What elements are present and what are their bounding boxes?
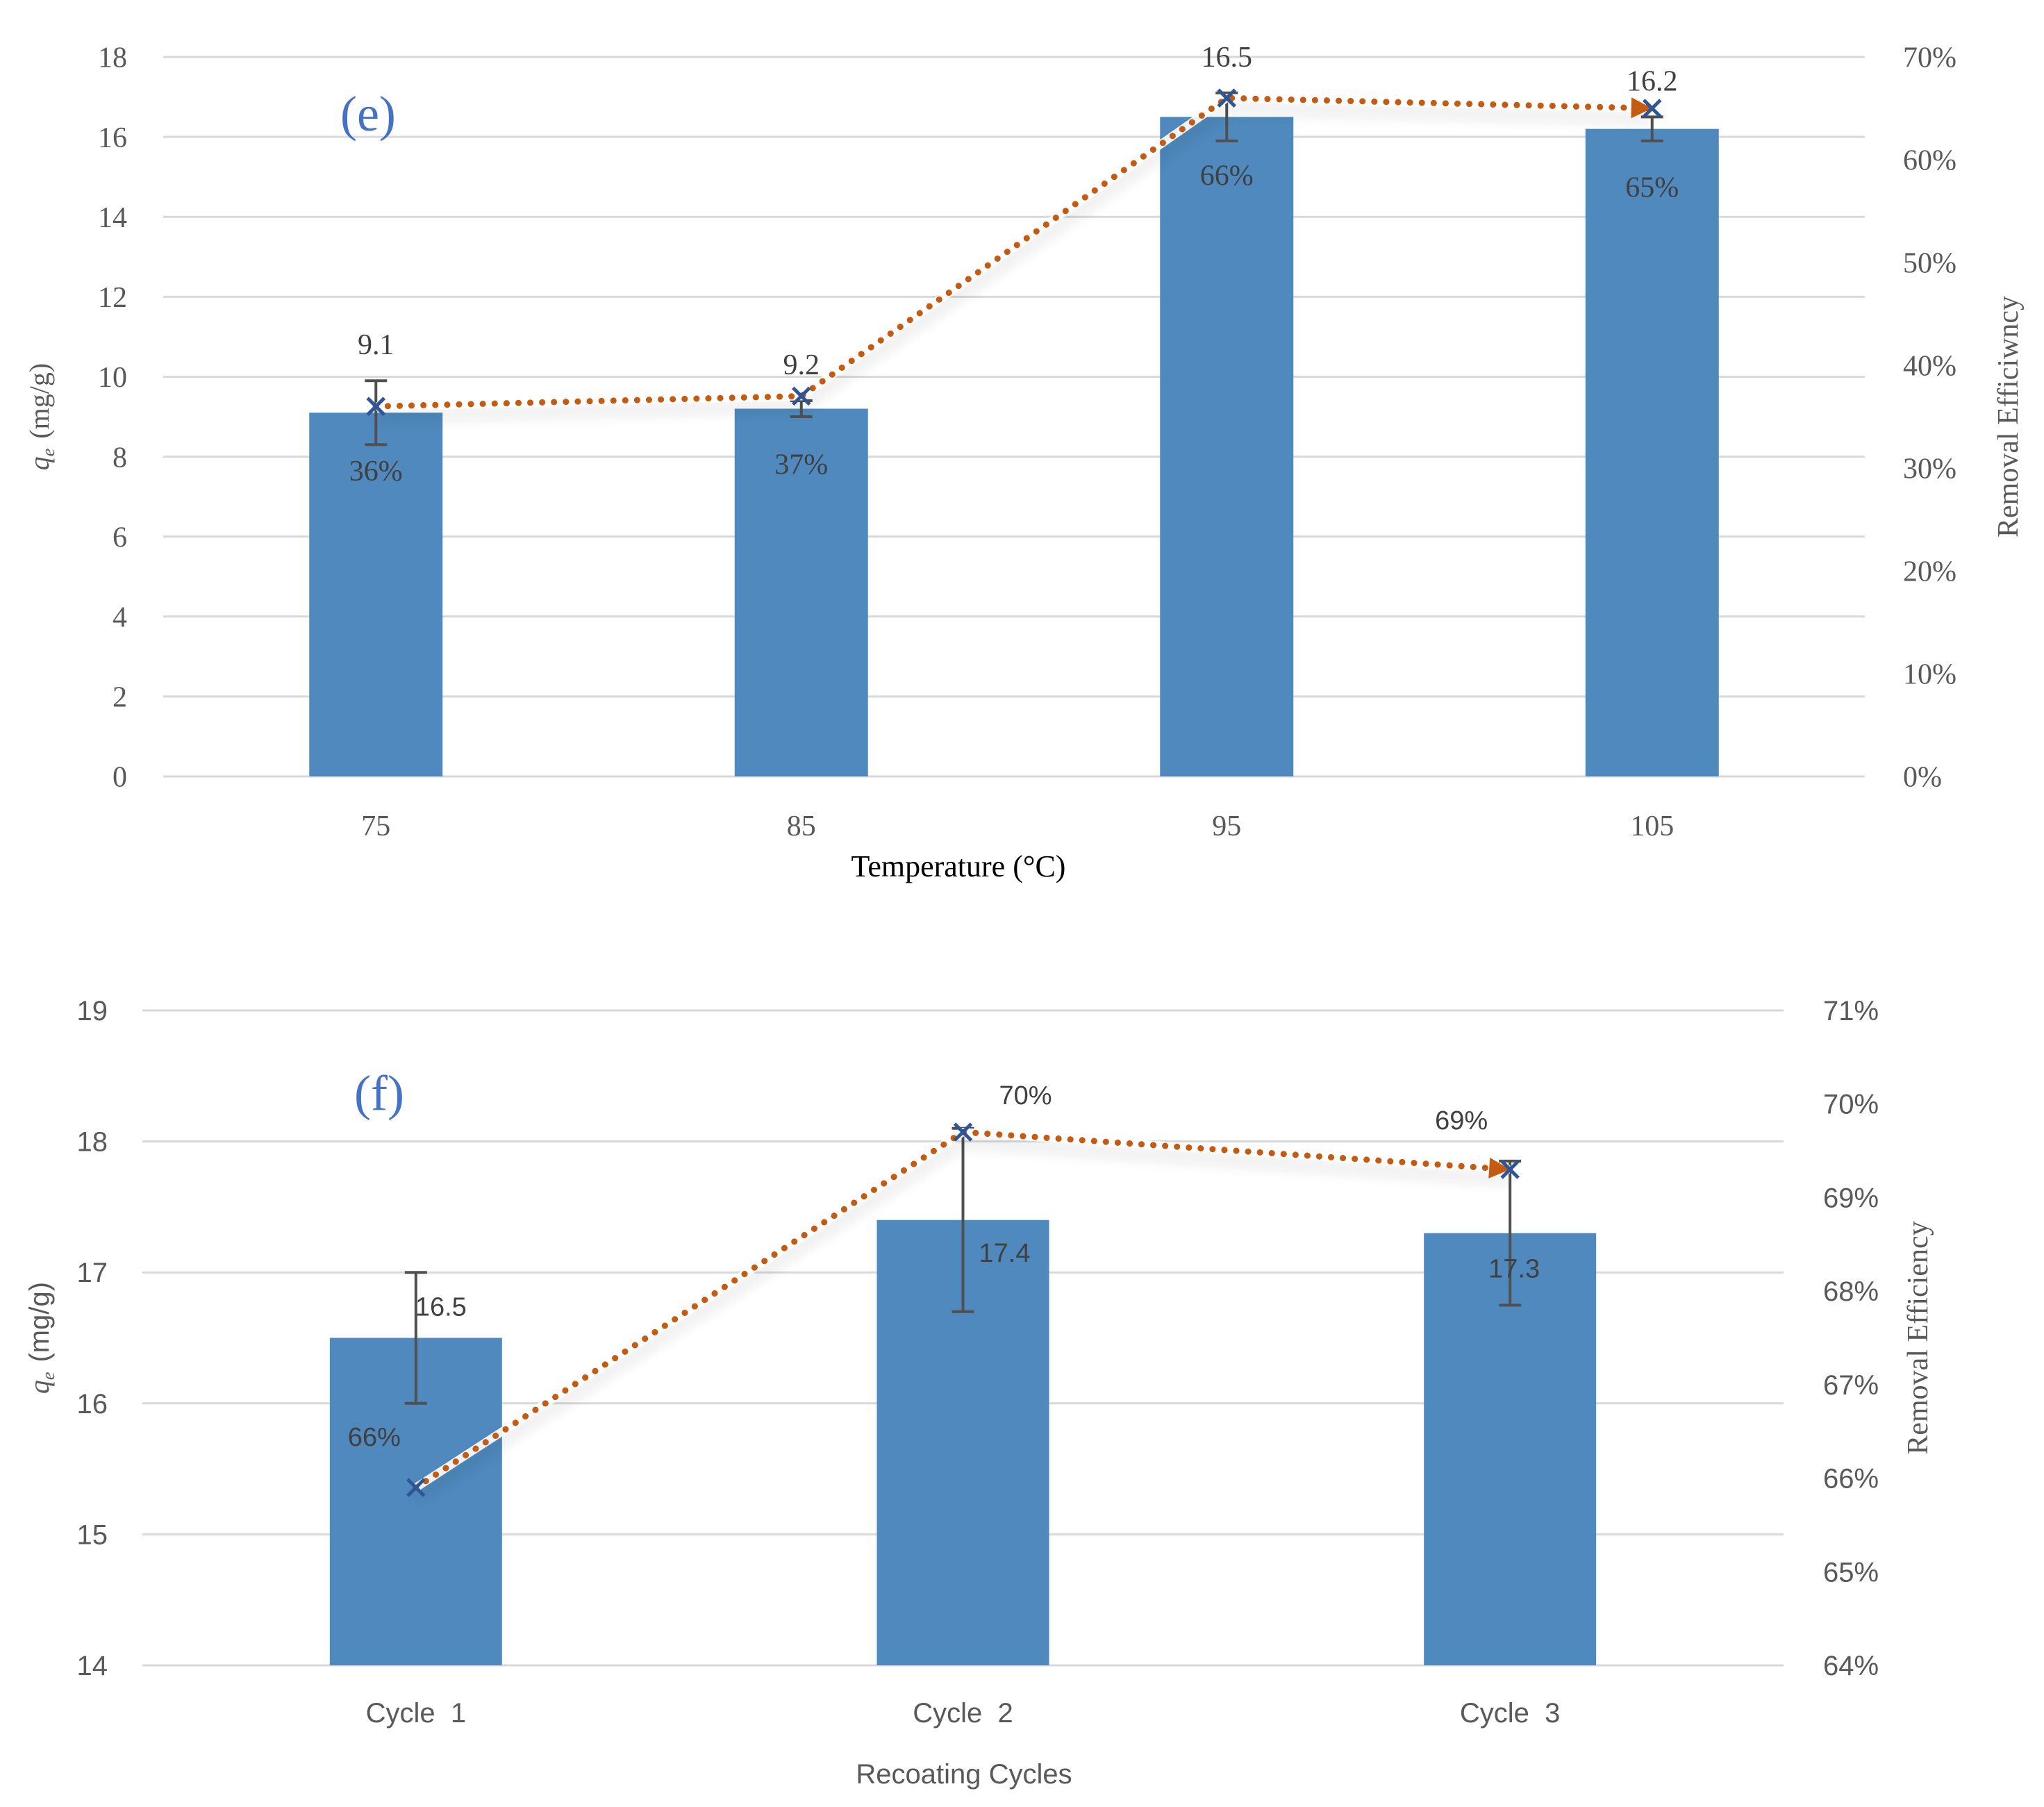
- series-arrowhead: [1631, 97, 1652, 119]
- x-axis-title: Temperature (°C): [851, 849, 1066, 883]
- chart-e: 0 2 4 6 8 10 12 14 16 18 0% 10% 20% 30% 40% 50% 60% 70% 9.…: [24, 42, 2025, 883]
- y-axis-title-unit: (mg/g): [24, 1282, 55, 1363]
- bar-value-label: 17.3: [1488, 1255, 1540, 1284]
- y-tick-label: 10: [98, 362, 127, 394]
- y-tick-label: 12: [98, 282, 127, 314]
- series-arrowhead: [1488, 1158, 1511, 1179]
- bar-value-label: 16.2: [1627, 65, 1678, 97]
- x-tick-label: Cycle 3: [1460, 1698, 1561, 1729]
- y-tick-label: 19: [77, 996, 108, 1026]
- y-tick-label: 2: [113, 682, 127, 714]
- x-tick-label: 105: [1630, 810, 1674, 842]
- x-axis-title: Recoating Cycles: [856, 1759, 1072, 1790]
- y2-tick-label: 68%: [1823, 1276, 1879, 1307]
- y2-tick-label: 0%: [1903, 762, 1942, 794]
- y2-tick-label: 67%: [1823, 1370, 1879, 1401]
- x-tick-label: Cycle 1: [366, 1698, 467, 1729]
- series-marker: [791, 386, 811, 406]
- y2-tick-label: 66%: [1823, 1464, 1879, 1494]
- y-tick-label: 14: [77, 1651, 108, 1681]
- line-value-label: 66%: [348, 1423, 401, 1452]
- y-tick-label: 15: [77, 1519, 108, 1550]
- series-line: [372, 94, 1656, 410]
- y2-tick-label: 64%: [1823, 1651, 1879, 1681]
- series-line-shadow: [376, 94, 1652, 411]
- series-marker: [1217, 88, 1237, 108]
- y2-tick-label: 30%: [1903, 453, 1956, 485]
- y-axis-title-q: q: [24, 456, 55, 470]
- y2-axis-title: Removal Efficiency: [1902, 1221, 1934, 1454]
- y2-tick-label: 71%: [1823, 996, 1879, 1026]
- series-marker: [953, 1122, 973, 1142]
- line-value-label: 37%: [774, 449, 828, 481]
- y-axis-title-unit: (mg/g): [24, 363, 55, 439]
- y-axis-title-q: q: [24, 1380, 55, 1394]
- y-tick-label: 14: [98, 202, 127, 234]
- bar: [309, 413, 443, 776]
- y2-tick-label: 70%: [1823, 1090, 1879, 1120]
- y-tick-label: 18: [98, 42, 127, 74]
- y2-tick-label: 65%: [1823, 1557, 1879, 1588]
- bar: [1585, 128, 1719, 777]
- bar-value-label: 9.1: [358, 329, 394, 361]
- y2-tick-label: 20%: [1903, 556, 1956, 588]
- series-marker: [366, 397, 386, 416]
- bar: [1160, 117, 1294, 777]
- line-value-label: 65%: [1625, 172, 1679, 204]
- bar-value-label: 16.5: [415, 1293, 467, 1322]
- y-tick-label: 8: [113, 442, 127, 474]
- line-value-label: 69%: [1435, 1106, 1488, 1135]
- y-tick-label: 18: [77, 1127, 108, 1158]
- line-value-label: 66%: [1200, 160, 1254, 192]
- line-value-label: 70%: [999, 1081, 1052, 1110]
- series-marker: [1642, 99, 1662, 118]
- y2-tick-label: 10%: [1903, 659, 1956, 691]
- panel-label: (f): [354, 1065, 404, 1121]
- x-tick-label: 85: [787, 810, 816, 842]
- bar: [734, 408, 868, 776]
- y-tick-label: 0: [113, 762, 127, 794]
- y2-tick-label: 69%: [1823, 1183, 1879, 1213]
- y-axis-title: qe (mg/g): [24, 1282, 58, 1394]
- x-tick-label: 75: [361, 810, 390, 842]
- panel-label: (e): [340, 86, 396, 142]
- y2-tick-label: 40%: [1903, 351, 1956, 383]
- y2-tick-label: 50%: [1903, 248, 1956, 280]
- y-tick-label: 16: [98, 122, 127, 154]
- y-tick-label: 4: [113, 601, 127, 633]
- y2-tick-label: 70%: [1903, 42, 1956, 74]
- series-marker: [406, 1478, 426, 1497]
- y2-axis-title: Removal Efficiwncy: [1993, 296, 2025, 538]
- y-axis-title: qe (mg/g): [24, 363, 58, 470]
- x-tick-label: 95: [1212, 810, 1241, 842]
- y-tick-label: 6: [113, 522, 127, 553]
- y-axis-title-sub: e: [38, 449, 58, 457]
- series-marker: [1500, 1160, 1520, 1179]
- y-tick-label: 16: [77, 1389, 108, 1419]
- line-value-label: 36%: [349, 456, 403, 488]
- y2-tick-label: 60%: [1903, 145, 1956, 177]
- bar-value-label: 16.5: [1202, 42, 1253, 74]
- y-axis-title-sub: e: [38, 1372, 58, 1381]
- bar-value-label: 9.2: [783, 349, 820, 381]
- chart-f: 14 15 16 17 18 19 64% 65% 66% 67% 68% 69% 70% 71% 16.5…: [24, 996, 1934, 1790]
- bar-value-label: 17.4: [979, 1239, 1031, 1268]
- y-tick-label: 17: [77, 1258, 108, 1288]
- x-tick-label: Cycle 2: [913, 1698, 1013, 1729]
